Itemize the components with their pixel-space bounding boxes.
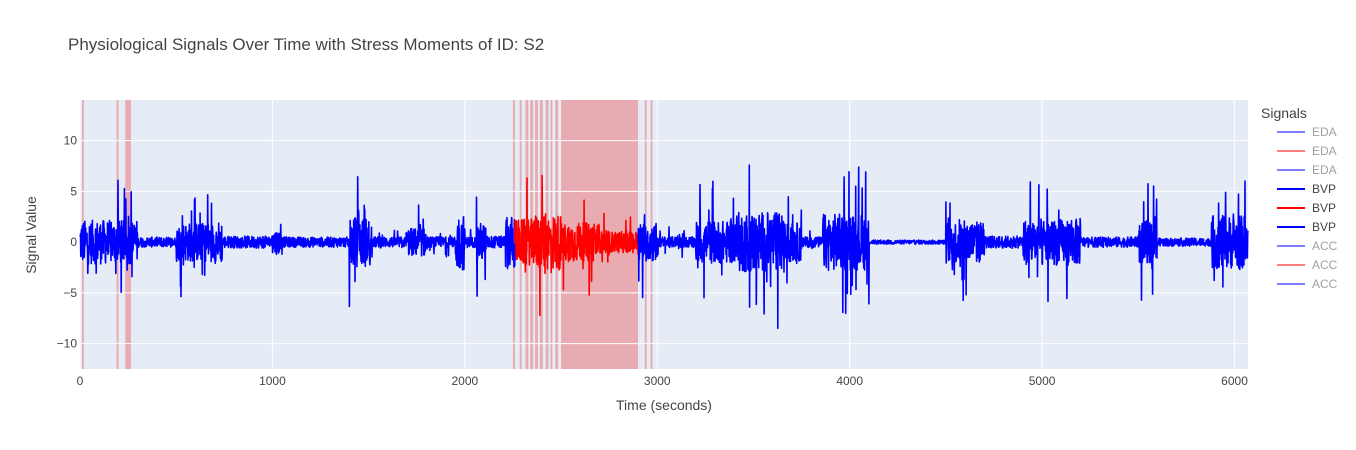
series-line-bvp-2 (637, 164, 1249, 330)
legend-label: ACC (1312, 277, 1338, 291)
legend-item-bvp[interactable]: BVP (1277, 182, 1336, 196)
legend-label: BVP (1312, 220, 1336, 234)
x-tick-label: 1000 (259, 374, 286, 388)
y-tick-label: 10 (64, 134, 78, 148)
x-tick-label: 4000 (836, 374, 863, 388)
legend-label: EDA (1312, 144, 1337, 158)
legend-item-bvp[interactable]: BVP (1277, 201, 1336, 215)
legend-label: EDA (1312, 163, 1337, 177)
x-axis-ticks: 0 1000 2000 3000 4000 5000 6000 (77, 374, 1249, 388)
series-lines (79, 164, 1249, 330)
legend-item-acc[interactable]: ACC (1277, 258, 1338, 272)
x-tick-label: 0 (77, 374, 84, 388)
legend-label: ACC (1312, 258, 1338, 272)
legend-item-bvp[interactable]: BVP (1277, 220, 1336, 234)
y-tick-label: 5 (70, 184, 77, 198)
legend-item-acc[interactable]: ACC (1277, 239, 1338, 253)
legend: Signals EDA EDA EDA BVP BVP BVP ACC ACC ACC (1261, 105, 1338, 291)
chart-title: Physiological Signals Over Time with Str… (68, 35, 544, 54)
y-tick-label: −5 (63, 286, 77, 300)
y-tick-label: −10 (57, 337, 78, 351)
legend-item-acc[interactable]: ACC (1277, 277, 1338, 291)
y-axis-ticks: −10 −5 0 5 10 (57, 134, 78, 351)
legend-label: BVP (1312, 201, 1336, 215)
legend-label: BVP (1312, 182, 1336, 196)
x-tick-label: 6000 (1221, 374, 1248, 388)
legend-item-eda[interactable]: EDA (1277, 144, 1337, 158)
legend-item-eda[interactable]: EDA (1277, 125, 1337, 139)
legend-title: Signals (1261, 105, 1307, 121)
y-tick-label: 0 (70, 235, 77, 249)
legend-item-eda[interactable]: EDA (1277, 163, 1337, 177)
legend-label: ACC (1312, 239, 1338, 253)
x-tick-label: 2000 (451, 374, 478, 388)
x-tick-label: 3000 (644, 374, 671, 388)
legend-label: EDA (1312, 125, 1337, 139)
y-axis-title: Signal Value (23, 196, 39, 274)
series-line-bvp-0 (79, 176, 516, 308)
x-tick-label: 5000 (1029, 374, 1056, 388)
series-line-bvp-1 (514, 174, 639, 317)
x-axis-title: Time (seconds) (616, 397, 712, 413)
